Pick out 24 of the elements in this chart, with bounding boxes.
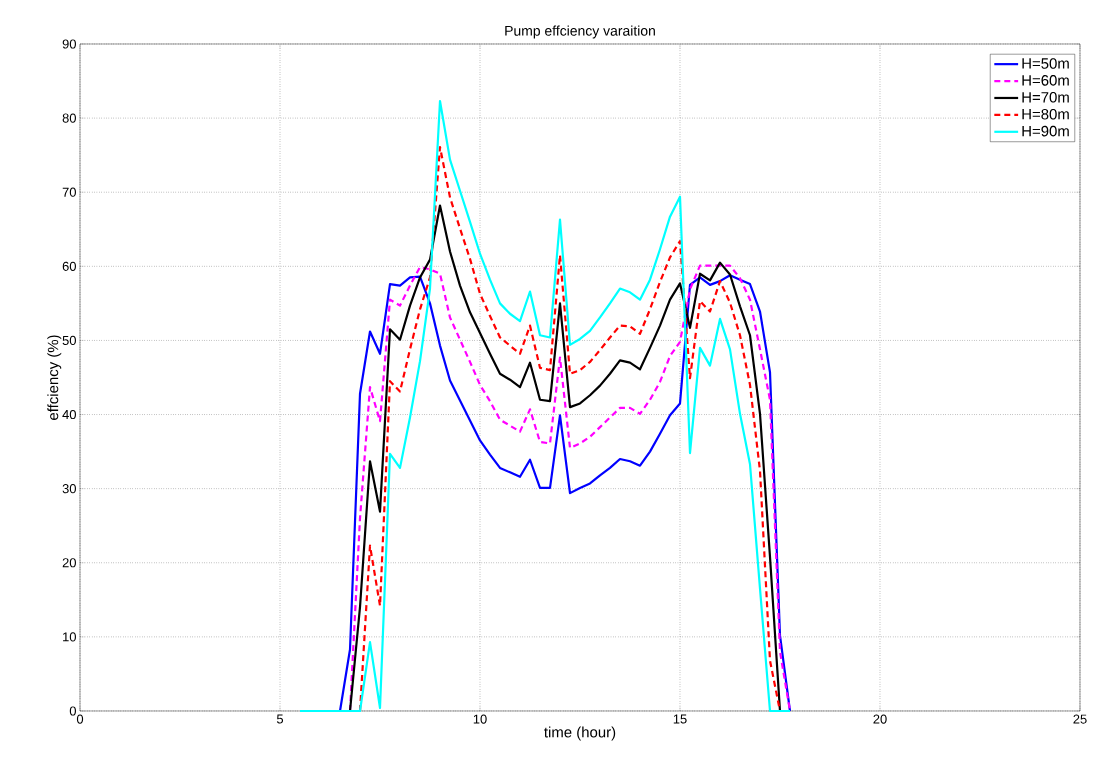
legend-label: H=60m (1022, 75, 1069, 86)
legend-label: H=50m (1022, 58, 1069, 69)
y-axis-title: effciency (%) (47, 335, 62, 420)
y-tick-label: 40 (62, 409, 76, 420)
x-tick-label: 15 (673, 714, 687, 724)
y-tick-label: 30 (62, 484, 76, 494)
x-tick-label: 25 (1073, 714, 1087, 724)
legend-label: H=80m (1022, 108, 1069, 120)
x-tick-label: 0 (76, 714, 84, 724)
legend-label: H=70m (1022, 92, 1069, 103)
y-tick-label: 20 (62, 558, 76, 568)
y-tick-label: 70 (62, 187, 76, 197)
legend-label: H=90m (1022, 125, 1069, 137)
chart-title: Pump effciency varaition (505, 25, 655, 39)
y-tick-label: 80 (62, 113, 76, 123)
y-tick-label: 10 (63, 632, 76, 642)
x-axis-title: time (hour) (544, 726, 616, 741)
y-tick-label: 50 (62, 335, 76, 346)
y-tick-label: 60 (62, 261, 76, 271)
y-tick-label: 90 (62, 39, 76, 49)
x-tick-label: 10 (473, 714, 487, 724)
x-tick-label: 20 (873, 714, 887, 724)
x-tick-label: 5 (276, 714, 284, 724)
y-tick-label: 0 (69, 706, 76, 716)
